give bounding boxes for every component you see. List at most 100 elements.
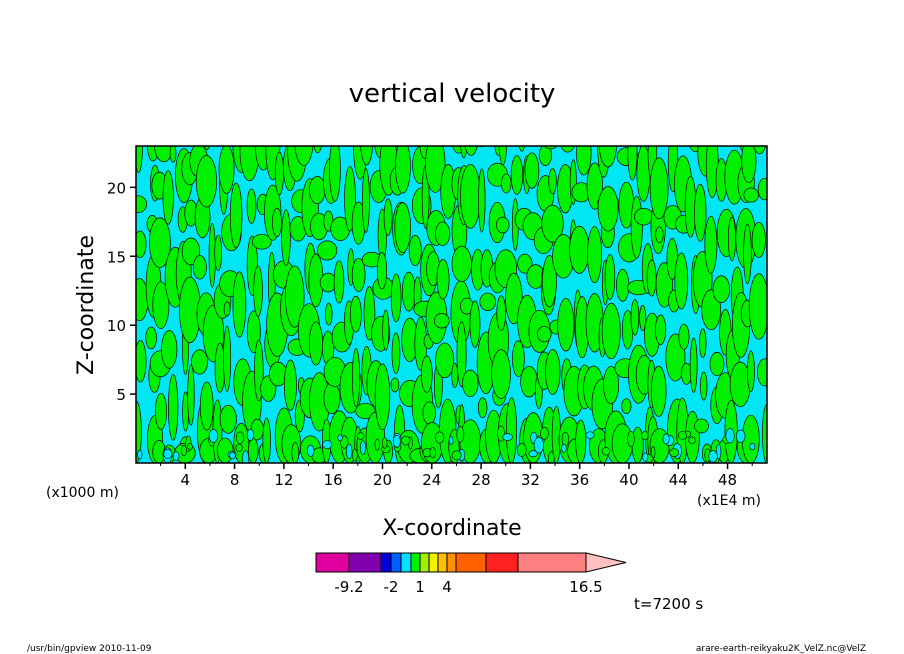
updraft-region bbox=[291, 442, 300, 463]
updraft-region bbox=[646, 259, 657, 297]
boundary-cell bbox=[448, 436, 454, 445]
updraft-region bbox=[168, 374, 179, 441]
boundary-cell bbox=[163, 449, 173, 459]
updraft-region bbox=[753, 146, 767, 155]
updraft-region bbox=[203, 146, 211, 150]
x-tick-label: 20 bbox=[373, 471, 392, 489]
updraft-region bbox=[391, 332, 401, 375]
x-tick-label: 24 bbox=[422, 471, 441, 489]
updraft-region bbox=[195, 155, 217, 208]
updraft-region bbox=[390, 377, 400, 393]
updraft-region bbox=[355, 402, 376, 420]
updraft-region bbox=[712, 275, 731, 303]
updraft-region bbox=[283, 359, 297, 411]
updraft-region bbox=[512, 340, 525, 378]
time-label: t=7200 s bbox=[634, 595, 703, 613]
updraft-region bbox=[616, 269, 630, 302]
colorbar-segment bbox=[437, 552, 448, 573]
boundary-cell bbox=[229, 451, 236, 460]
updraft-region bbox=[757, 358, 767, 387]
updraft-region bbox=[650, 365, 667, 417]
updraft-region bbox=[604, 254, 616, 300]
updraft-region bbox=[360, 146, 374, 166]
x-axis: 4 8 12 16 20 24 28 32 36 40 44 48 bbox=[160, 463, 753, 489]
updraft-region bbox=[478, 168, 486, 233]
boundary-cell bbox=[708, 450, 718, 463]
boundary-cell bbox=[528, 450, 538, 458]
updraft-region bbox=[223, 301, 231, 317]
updraft-region bbox=[247, 437, 259, 463]
updraft-region bbox=[524, 152, 540, 189]
updraft-region bbox=[576, 146, 592, 176]
updraft-region bbox=[630, 195, 643, 259]
colorbar-tick-label: 16.5 bbox=[569, 578, 602, 596]
x-tick-label: 48 bbox=[718, 471, 737, 489]
updraft-region bbox=[383, 198, 393, 236]
updraft-region bbox=[394, 202, 411, 253]
updraft-region bbox=[179, 90, 192, 142]
boundary-cell bbox=[429, 447, 436, 459]
updraft-region bbox=[214, 234, 223, 272]
updraft-region bbox=[382, 309, 390, 351]
colorbar-segment bbox=[428, 552, 439, 573]
updraft-region bbox=[408, 234, 422, 267]
updraft-region bbox=[640, 115, 650, 141]
updraft-region bbox=[136, 278, 149, 322]
boundary-cell bbox=[235, 431, 245, 444]
updraft-region bbox=[709, 351, 725, 377]
boundary-cell bbox=[601, 447, 611, 456]
boundary-cell bbox=[137, 449, 143, 460]
updraft-region bbox=[655, 314, 667, 345]
footer-right: arare-earth-reikyaku2K_VelZ.nc@VelZ bbox=[696, 644, 866, 654]
updraft-region bbox=[329, 146, 341, 202]
updraft-region bbox=[601, 302, 621, 360]
updraft-region bbox=[586, 162, 603, 210]
updraft-region bbox=[422, 401, 436, 425]
updraft-region bbox=[136, 146, 143, 173]
updraft-region bbox=[333, 260, 345, 304]
updraft-region bbox=[313, 146, 323, 154]
updraft-region bbox=[154, 392, 167, 430]
updraft-region bbox=[351, 348, 361, 407]
updraft-region bbox=[714, 86, 735, 137]
boundary-cell bbox=[208, 428, 218, 443]
boundary-cell bbox=[401, 435, 411, 446]
updraft-region bbox=[598, 146, 617, 168]
updraft-region bbox=[597, 186, 619, 232]
updraft-region bbox=[223, 325, 232, 392]
updraft-region bbox=[216, 437, 234, 463]
updraft-region bbox=[229, 182, 243, 249]
updraft-region bbox=[727, 216, 736, 262]
colorbar-segment bbox=[410, 552, 421, 573]
updraft-region bbox=[634, 207, 654, 226]
updraft-region bbox=[451, 362, 459, 389]
y-axis-label: Z-coordinate bbox=[74, 235, 99, 375]
colorbar-tick-label: 4 bbox=[442, 578, 452, 596]
boundary-cell bbox=[306, 444, 315, 457]
updraft-region bbox=[674, 252, 689, 310]
updraft-region bbox=[246, 188, 257, 224]
updraft-region bbox=[743, 187, 759, 203]
updraft-region bbox=[639, 304, 647, 332]
updraft-region bbox=[477, 397, 488, 419]
boundary-cell bbox=[337, 434, 343, 442]
updraft-region bbox=[309, 176, 326, 204]
boundary-cell bbox=[352, 448, 358, 462]
updraft-region bbox=[575, 419, 587, 463]
updraft-region bbox=[136, 340, 147, 383]
updraft-region bbox=[741, 146, 757, 183]
updraft-region bbox=[462, 369, 479, 398]
updraft-region bbox=[420, 355, 433, 393]
updraft-region bbox=[361, 168, 370, 233]
updraft-region bbox=[436, 259, 450, 300]
updraft-region bbox=[192, 255, 207, 280]
boundary-cell bbox=[642, 452, 649, 462]
x-tick-label: 8 bbox=[230, 471, 240, 489]
updraft-region bbox=[149, 217, 171, 268]
updraft-region bbox=[395, 146, 411, 194]
velocity-field bbox=[136, 86, 767, 463]
updraft-region bbox=[542, 255, 557, 308]
updraft-region bbox=[560, 146, 575, 153]
updraft-region bbox=[505, 397, 517, 463]
